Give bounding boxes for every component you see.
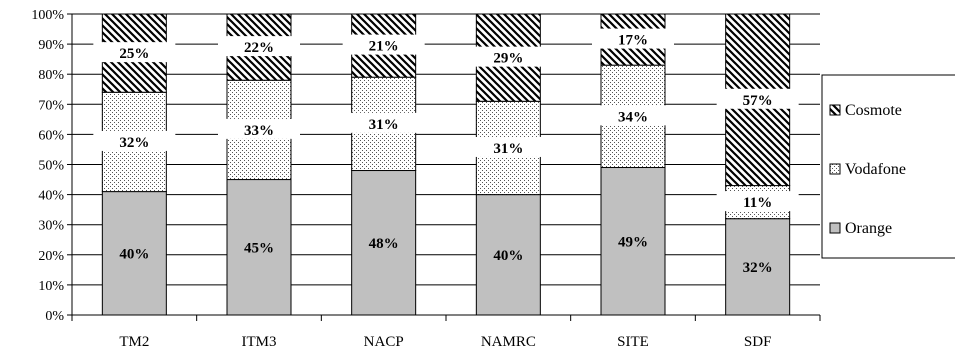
x-tick-label: NACP [364,334,404,350]
y-axis-ticks: 0% 10% 20% 30% 40% 50% 60% 70% 80% 90% 100% [31,8,64,324]
y-tick-label: 60% [38,128,64,143]
y-tick-label: 90% [38,38,64,53]
y-tick-label: 0% [45,309,64,324]
legend-swatch-orange [829,222,841,234]
data-label: 31% [369,117,399,133]
data-label-box [467,136,550,157]
y-tick-label: 40% [38,189,64,204]
y-tick-label: 20% [38,249,64,264]
legend: Cosmote Vodafone Orange [821,74,955,259]
data-label-box [366,231,401,252]
data-label: 32% [119,135,149,151]
y-tick-label: 30% [38,219,64,234]
legend-label-cosmote: Cosmote [845,102,902,119]
data-label-box [117,242,152,263]
data-label-box [740,255,775,276]
legend-swatch-vodafone [829,163,841,175]
x-tick-label: SITE [617,334,649,350]
gridlines [67,13,820,316]
data-label-box [467,46,550,67]
x-tick-label: NAMRC [481,334,536,350]
legend-box [821,74,955,259]
data-label-box [242,236,276,257]
data-label-box [342,112,425,133]
x-axis-ticks: TM2 ITM3 NACP NAMRC SITE SDF [71,315,821,350]
y-tick-label: 80% [38,68,64,83]
data-label-box [342,34,425,55]
data-label: 22% [244,40,274,56]
data-label-box [218,36,300,57]
data-label: 40% [119,246,149,262]
data-label: 49% [618,234,648,250]
x-tick-label: TM2 [119,334,149,350]
data-label: 45% [244,240,274,256]
data-label-box [616,230,650,251]
y-tick-label: 70% [38,98,64,113]
data-label: 34% [618,109,648,125]
data-label: 21% [369,39,399,55]
data-label: 17% [618,33,648,49]
data-label-box [592,28,674,49]
data-label: 25% [119,46,149,62]
data-label-box [93,42,176,63]
data-label-box [716,88,799,109]
data-label: 31% [493,141,523,157]
data-label: 11% [743,195,772,211]
data-label-box [592,105,674,126]
data-label-box [716,191,799,212]
data-labels: 40% 32% 25% 45% 33% 22% 48% 31% 21% 40% 31% 29% 49% 3… [93,28,799,276]
y-tick-label: 10% [38,279,64,294]
data-label: 32% [743,260,773,276]
legend-label-orange: Orange [845,220,892,237]
data-label-box [218,118,300,139]
data-label: 29% [493,51,523,67]
legend-swatch-cosmote [829,104,841,116]
data-label: 40% [493,248,523,264]
y-tick-label: 50% [38,159,64,174]
y-tick-label: 100% [31,8,64,23]
x-tick-label: SDF [744,334,772,350]
data-label: 33% [244,123,274,139]
data-label: 48% [369,236,399,252]
data-label-box [93,130,176,151]
data-label: 57% [743,93,773,109]
x-tick-label: ITM3 [242,334,277,350]
legend-label-vodafone: Vodafone [845,161,906,178]
data-label-box [491,243,526,264]
